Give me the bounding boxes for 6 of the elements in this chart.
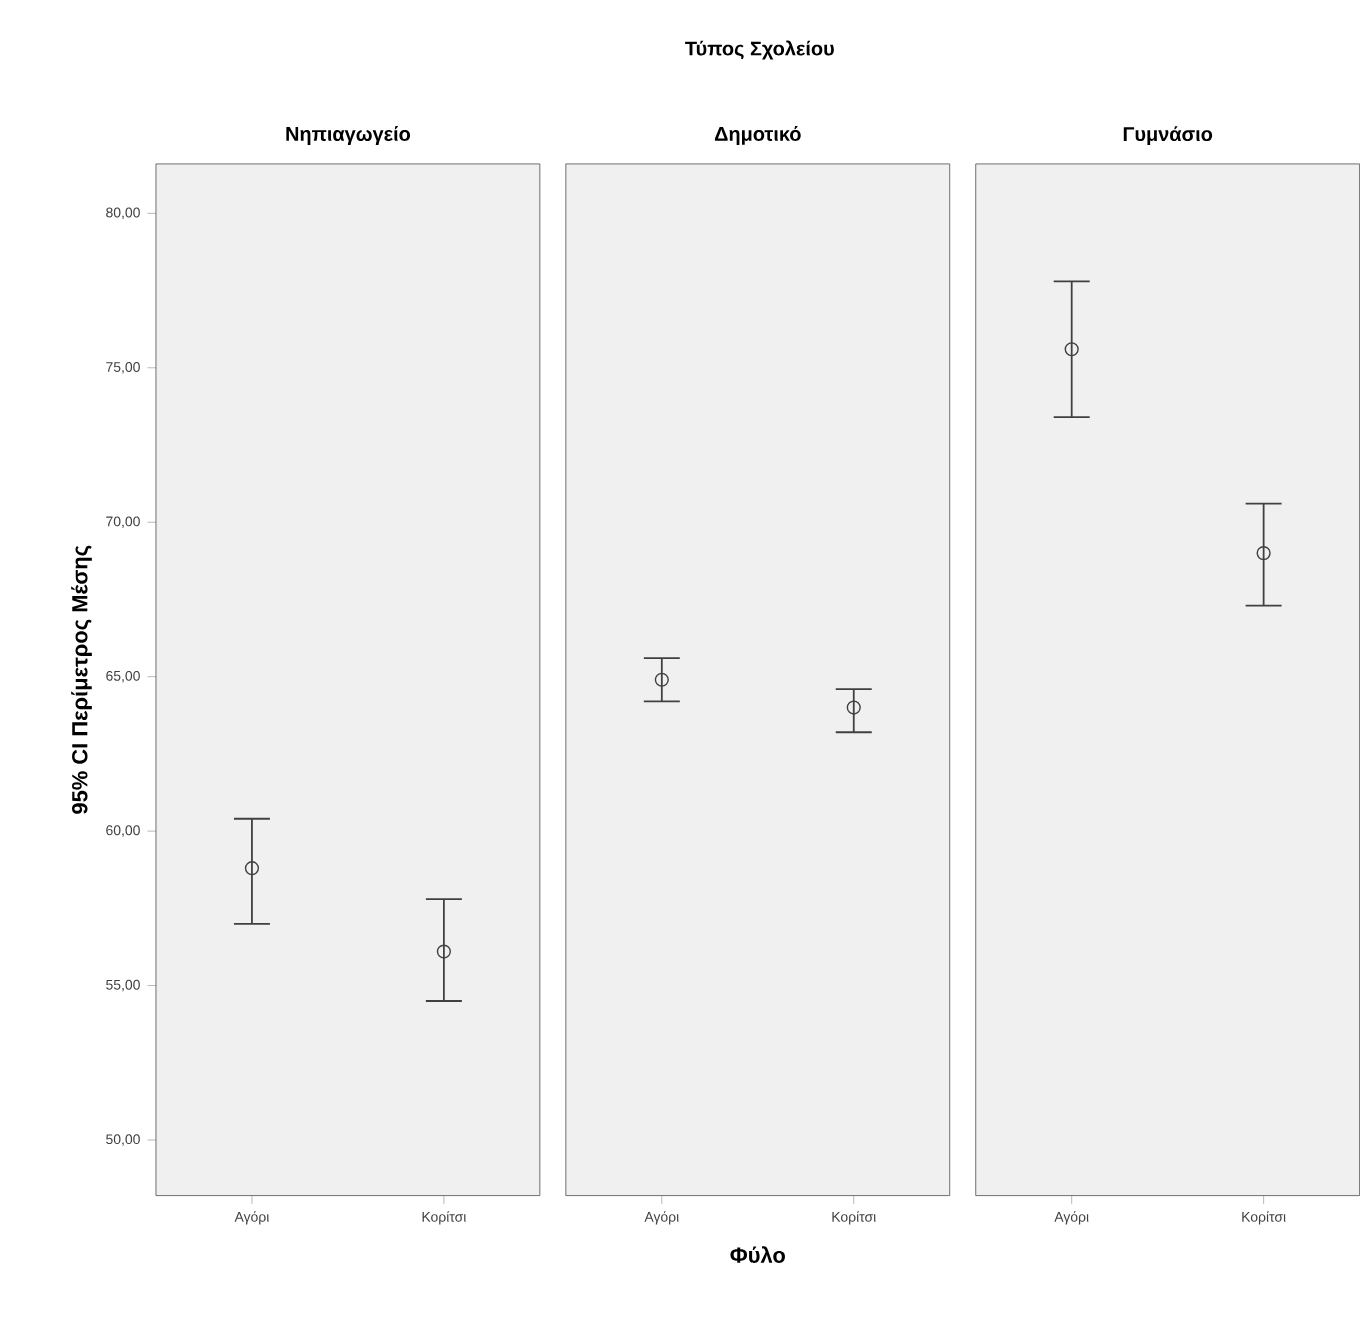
y-axis-title: 95% CI Περίμετρος Μέσης [71,545,92,815]
chart-title: Νηπιαγωγείο [286,126,411,146]
x-axis-title: Φύλο [730,1246,785,1264]
chart-title: Γυμνάσιο [1123,126,1213,146]
chart-title: Δημοτικό [714,126,801,146]
text: Τύπος Σχολείου [685,40,834,60]
